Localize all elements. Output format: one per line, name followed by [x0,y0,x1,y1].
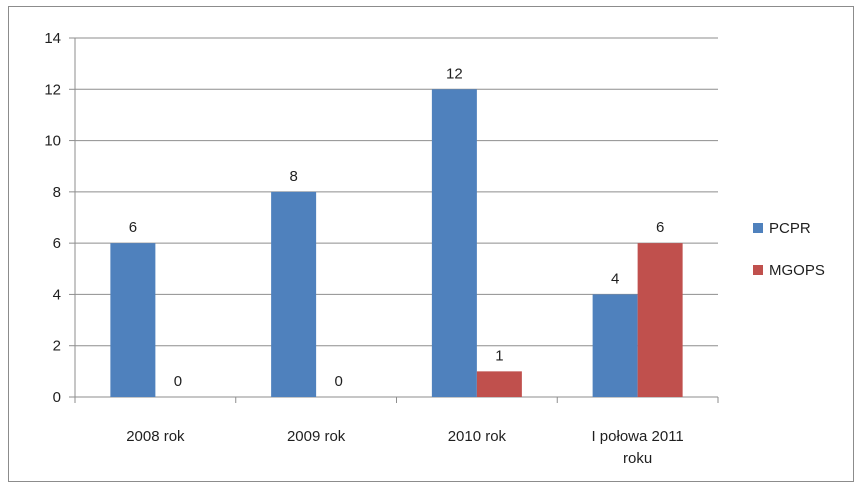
bar-pcpr [271,191,317,397]
y-tick-label: 14 [44,30,61,47]
data-label: 0 [334,373,342,390]
legend-label-mgops: MGOPS [769,262,825,279]
legend-label-pcpr: PCPR [769,220,811,237]
legend-swatch-pcpr [753,223,763,233]
data-label: 1 [495,347,503,364]
legend: PCPR MGOPS [753,220,825,279]
y-tick-label: 0 [53,389,61,406]
data-label: 4 [611,270,619,287]
data-labels: 6 0 8 0 12 1 4 6 [129,65,665,390]
x-tick-label: 2008 rok [126,428,185,445]
data-label: 8 [289,168,297,185]
y-tick-label: 8 [53,184,61,201]
bar-pcpr [431,89,477,398]
bar-pcpr [592,294,638,397]
x-tick-label: 2009 rok [287,428,346,445]
legend-swatch-mgops [753,265,763,275]
x-tick-label: I połowa 2011 roku [591,428,683,467]
y-tick-labels: 0 2 4 6 8 10 12 14 [44,30,61,406]
x-tick-labels: 2008 rok 2009 rok 2010 rok I połowa 2011 rok… [126,428,684,467]
y-tick-label: 6 [53,235,61,252]
bar-pcpr [110,243,156,397]
data-label: 6 [656,219,664,236]
x-tick-label: 2010 rok [448,428,507,445]
y-tick-label: 2 [53,338,61,355]
y-tick-label: 12 [44,81,61,98]
bars [110,89,683,398]
y-tick-label: 4 [53,286,61,303]
y-tick-label: 10 [44,133,61,150]
data-label: 6 [129,219,137,236]
data-label: 0 [174,373,182,390]
data-label: 12 [446,65,463,82]
bar-mgops [637,243,683,397]
bar-mgops [476,371,522,397]
